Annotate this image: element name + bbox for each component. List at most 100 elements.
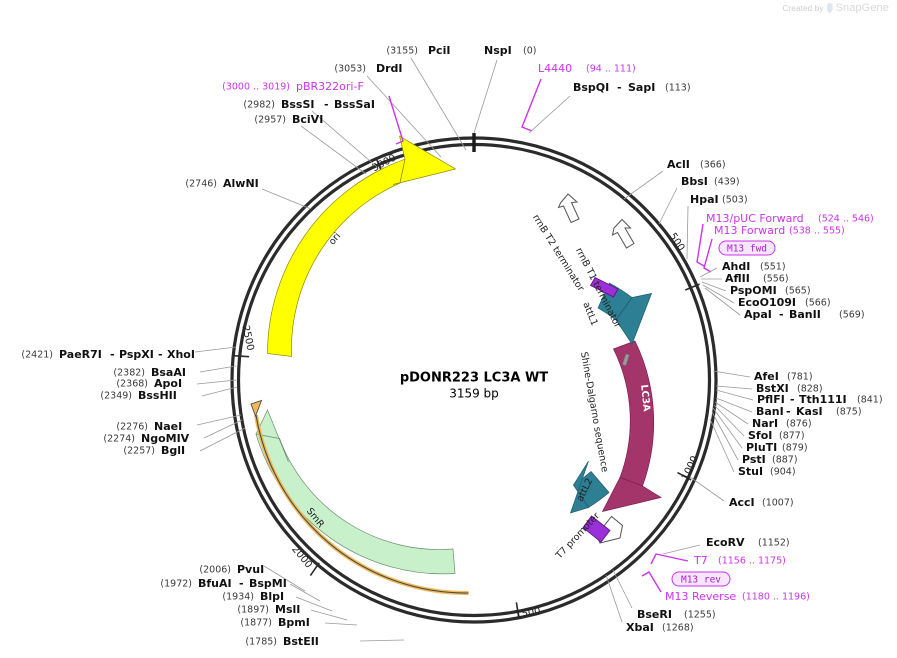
enzyme-name-sapI[interactable]: SapI xyxy=(628,81,655,94)
primer-pill-m13-fwd[interactable] xyxy=(718,240,776,256)
enzyme-pos-pluTI: (879) xyxy=(782,443,808,454)
primer-pos-t7: (1156 .. 1175) xyxy=(718,556,786,567)
created-by-label: Created by xyxy=(782,3,824,13)
enzyme-pos-kasI: (875) xyxy=(836,407,862,418)
feature-ori: ori xyxy=(267,135,457,357)
enzyme-name-ecoO109I[interactable]: EcoO109I xyxy=(738,296,796,309)
enzyme-name-pvuI[interactable]: PvuI xyxy=(237,563,264,576)
enzyme-pos-bsssI: (2982) xyxy=(243,100,275,111)
feature-label-lc3a: LC3A xyxy=(638,384,652,413)
plasmid-size-label: 3159 bp xyxy=(449,387,499,401)
enzyme-name-bstEII[interactable]: BstEII xyxy=(283,635,319,648)
enzyme-separator-2: - xyxy=(617,81,622,94)
primer-name-m13-forward[interactable]: M13 Forward xyxy=(714,224,785,237)
enzyme-pos-ahdI: (551) xyxy=(760,262,786,273)
primer-pill-m13-rev[interactable] xyxy=(671,571,731,587)
enzyme-name-bglI[interactable]: BglI xyxy=(161,444,185,457)
enzyme-name-afeI[interactable]: AfeI xyxy=(754,370,779,383)
enzyme-name-bfuAI[interactable]: BfuAI xyxy=(198,577,232,590)
feature-attl1: attL1 xyxy=(580,282,653,345)
primer-pill-label-m13-rev: M13 rev xyxy=(681,575,721,586)
enzyme-name-bspMI[interactable]: BspMI xyxy=(249,577,287,590)
primer-pos-pbr322ori-f: (3000 .. 3019) xyxy=(222,82,290,93)
enzyme-name-bbsI[interactable]: BbsI xyxy=(681,175,708,188)
primer-pos-m13-forward: (538 .. 555) xyxy=(789,226,845,237)
enzyme-name-bciVI[interactable]: BciVI xyxy=(292,113,323,126)
enzyme-name-stuI[interactable]: StuI xyxy=(738,465,763,478)
label-group-bottom-left: (2006) PvuI (1972) BfuAI - BspMI (1934) … xyxy=(160,563,405,648)
primer-mark-m13fwd-arc xyxy=(589,276,619,298)
enzyme-separator-7: - xyxy=(110,348,115,361)
enzyme-pos-bfuAI: (1972) xyxy=(160,579,192,590)
enzyme-name-apoI[interactable]: ApoI xyxy=(154,377,182,390)
enzyme-name-bssSaI[interactable]: BssSaI xyxy=(334,98,375,111)
primer-name-m13-reverse[interactable]: M13 Reverse xyxy=(665,590,736,603)
enzyme-pos-bstXI: (828) xyxy=(797,384,823,395)
enzyme-name-bpmI[interactable]: BpmI xyxy=(278,616,310,629)
enzyme-separator-6: - xyxy=(239,577,244,590)
enzyme-name-tth111I[interactable]: Tth111I xyxy=(799,393,847,406)
enzyme-name-aclI[interactable]: AclI xyxy=(667,158,690,171)
enzyme-name-aflII[interactable]: AflII xyxy=(725,272,750,285)
enzyme-pos-apoI: (2368) xyxy=(116,379,148,390)
primer-pos-l4440: (94 .. 111) xyxy=(586,64,636,75)
enzyme-name-bstXI[interactable]: BstXI xyxy=(756,382,789,395)
enzyme-name-bseRI[interactable]: BseRI xyxy=(637,608,672,621)
enzyme-pos-aflII: (556) xyxy=(763,274,789,285)
enzyme-name-ecoRV[interactable]: EcoRV xyxy=(706,536,745,549)
enzyme-pos-alwNI: (2746) xyxy=(185,179,217,190)
enzyme-pos-afeI: (781) xyxy=(787,372,813,383)
enzyme-name-pflFI[interactable]: PflFI xyxy=(757,393,785,406)
enzyme-name-banI[interactable]: BanI xyxy=(756,405,784,418)
enzyme-name-bsaAI[interactable]: BsaAI xyxy=(151,366,186,379)
enzyme-pos-bpmI: (1877) xyxy=(240,618,272,629)
enzyme-name-blpI[interactable]: BlpI xyxy=(260,590,284,603)
primer-name-t7[interactable]: T7 xyxy=(693,554,708,567)
enzyme-pos-nspI: (0) xyxy=(523,46,536,57)
enzyme-name-kasI[interactable]: KasI xyxy=(796,405,823,418)
enzyme-name-narI[interactable]: NarI xyxy=(752,417,778,430)
enzyme-name-pspOMI[interactable]: PspOMI xyxy=(730,284,777,297)
enzyme-name-nspI[interactable]: NspI xyxy=(484,44,512,57)
enzyme-name-ngoMIV[interactable]: NgoMIV xyxy=(141,432,190,445)
enzyme-separator-5: - xyxy=(786,405,791,418)
enzyme-pos-aclI: (366) xyxy=(700,160,726,171)
enzyme-name-pluTI[interactable]: PluTI xyxy=(746,441,777,454)
enzyme-pos-pstI: (887) xyxy=(772,455,798,466)
label-group-top-right: NspI (0) L4440 (94 .. 111) BspQI - SapI … xyxy=(473,44,874,321)
enzyme-pos-banII: (569) xyxy=(839,310,865,321)
primer-name-pbr322ori-f[interactable]: pBR322ori-F xyxy=(296,80,364,93)
enzyme-name-pspXI[interactable]: PspXI xyxy=(119,348,154,361)
primer-name-l4440[interactable]: L4440 xyxy=(538,62,572,75)
enzyme-pos-mslI: (1897) xyxy=(237,605,269,616)
enzyme-name-accI[interactable]: AccI xyxy=(729,496,755,509)
enzyme-pos-sapI: (113) xyxy=(665,83,691,94)
enzyme-name-xhoI[interactable]: XhoI xyxy=(167,348,195,361)
enzyme-name-hpaI[interactable]: HpaI xyxy=(690,193,719,206)
enzyme-name-bsssI[interactable]: BssSI xyxy=(281,98,315,111)
enzyme-name-bssHII[interactable]: BssHII xyxy=(138,389,177,402)
enzyme-pos-pspOMI: (565) xyxy=(785,286,811,297)
enzyme-name-xbaI[interactable]: XbaI xyxy=(626,621,654,634)
primer-pill-label-m13-fwd: M13 fwd xyxy=(727,244,767,255)
enzyme-name-sfoI[interactable]: SfoI xyxy=(748,429,772,442)
snapgene-logo-icon xyxy=(826,2,833,14)
enzyme-name-banII[interactable]: BanII xyxy=(789,308,821,321)
enzyme-name-alwNI[interactable]: AlwNI xyxy=(223,177,259,190)
enzyme-pos-hpaI: (503) xyxy=(722,195,748,206)
enzyme-name-drdI[interactable]: DrdI xyxy=(376,62,403,75)
enzyme-name-mslI[interactable]: MslI xyxy=(275,603,300,616)
primer-name-m13puc-forward[interactable]: M13/pUC Forward xyxy=(706,212,804,225)
enzyme-name-pciI[interactable]: PciI xyxy=(428,44,450,57)
enzyme-name-ahdI[interactable]: AhdI xyxy=(722,260,750,273)
plasmid-name-label: pDONR223 LC3A WT xyxy=(400,371,548,386)
enzyme-pos-ecoO109I: (566) xyxy=(805,298,831,309)
label-group-right: AfeI (781) BstXI (828) PflFI - Tth111I (… xyxy=(689,370,883,509)
enzyme-name-pstI[interactable]: PstI xyxy=(742,453,766,466)
enzyme-name-paeR7I[interactable]: PaeR7I xyxy=(59,348,102,361)
enzyme-name-bspQI[interactable]: BspQI xyxy=(573,81,609,94)
enzyme-name-naeI[interactable]: NaeI xyxy=(154,420,182,433)
enzyme-name-apaI[interactable]: ApaI xyxy=(744,308,772,321)
enzyme-pos-naeI: (2276) xyxy=(116,422,148,433)
